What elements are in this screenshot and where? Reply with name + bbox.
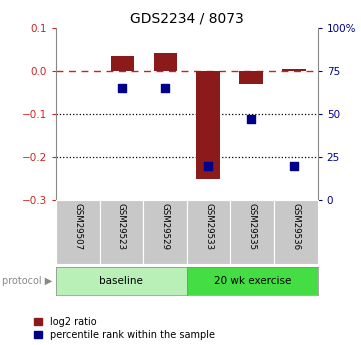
Text: 20 wk exercise: 20 wk exercise — [214, 276, 291, 286]
Bar — [196, 71, 220, 179]
Text: baseline: baseline — [99, 276, 143, 286]
Text: protocol ▶: protocol ▶ — [2, 276, 52, 286]
Legend: log2 ratio, percentile rank within the sample: log2 ratio, percentile rank within the s… — [34, 317, 215, 340]
Point — [291, 163, 297, 168]
Text: GSM29529: GSM29529 — [161, 203, 170, 250]
Bar — [282, 69, 306, 71]
Text: GSM29507: GSM29507 — [73, 203, 82, 250]
Bar — [239, 71, 263, 84]
Text: GSM29523: GSM29523 — [117, 203, 126, 250]
Point — [205, 163, 211, 168]
Point — [119, 85, 125, 91]
Text: GSM29533: GSM29533 — [204, 203, 213, 250]
Bar — [111, 56, 134, 71]
Text: GSM29535: GSM29535 — [248, 203, 257, 250]
Point — [162, 85, 168, 91]
Title: GDS2234 / 8073: GDS2234 / 8073 — [130, 11, 244, 25]
Point — [248, 116, 254, 122]
Text: GSM29536: GSM29536 — [291, 203, 300, 250]
Bar — [153, 53, 177, 71]
